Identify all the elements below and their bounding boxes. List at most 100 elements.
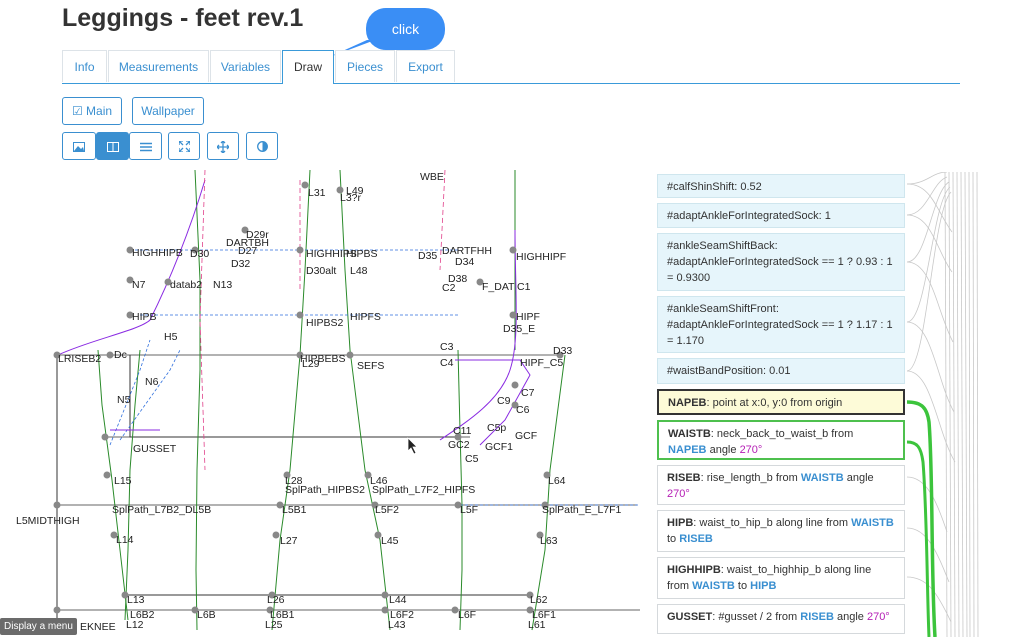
pattern-canvas[interactable]: L31 L49 L3?r WBE D29r DARTBH D30 HIGHHIP… <box>0 170 650 637</box>
list-view-button[interactable] <box>129 132 162 160</box>
canvas-label: L3?r <box>340 192 362 204</box>
fit-zoom-button[interactable] <box>168 132 200 160</box>
formula-ref-link[interactable]: HIPB <box>750 580 777 592</box>
pan-button[interactable] <box>207 132 239 160</box>
canvas-label: D38 <box>448 273 467 285</box>
formula-name: WAISTB <box>668 428 711 440</box>
formula-ref-link[interactable]: WAISTB <box>851 517 894 529</box>
contrast-button[interactable] <box>246 132 278 160</box>
formula-angle: 270° <box>739 444 763 456</box>
canvas-label: L14 <box>116 534 134 546</box>
canvas-label: L28 <box>285 475 303 487</box>
formula-card[interactable]: HIPB: waist_to_hip_b along line from WAI… <box>657 510 905 552</box>
canvas-label: D35_E <box>503 323 535 335</box>
canvas-label: L44 <box>389 594 407 606</box>
canvas-label: L25 <box>265 619 283 631</box>
formula-card-highlighted[interactable]: WAISTB: neck_back_to_waist_b from NAPEB … <box>657 420 905 460</box>
canvas-label: D30alt <box>306 265 336 277</box>
formula-text: angle <box>836 611 864 623</box>
formula-ref-link[interactable]: RISEB <box>679 533 713 545</box>
tab-measurements[interactable]: Measurements <box>108 50 209 82</box>
move-icon <box>216 140 230 154</box>
canvas-label: D30 <box>190 248 209 260</box>
formula-card[interactable]: #ankleSeamShiftFront: #adaptAnkleForInte… <box>657 296 905 353</box>
formula-card[interactable]: HIGHHIPB: waist_to_highhip_b along line … <box>657 557 905 599</box>
page-title: Leggings - feet rev.1 <box>62 4 304 32</box>
formula-text: to <box>667 533 677 545</box>
formula-card[interactable]: GUSSET: #gusset / 2 from RISEB angle 270… <box>657 604 905 634</box>
formula-card[interactable]: #ankleSeamShiftBack: #adaptAnkleForInteg… <box>657 233 905 291</box>
formula-text: : #adaptAnkleForIntegratedSock == 1 ? 1.… <box>667 303 893 347</box>
formula-name: HIGHHIPB <box>667 564 721 576</box>
canvas-label: L43 <box>388 619 406 631</box>
canvas-label: D27 <box>238 245 257 257</box>
canvas-label: C6 <box>516 404 530 416</box>
canvas-label: L12 <box>126 619 144 631</box>
formula-text: : #adaptAnkleForIntegratedSock == 1 ? 0.… <box>667 240 893 284</box>
formula-card[interactable]: #calfShinShift: 0.52 <box>657 174 905 198</box>
formula-ref-link[interactable]: RISEB <box>800 611 834 623</box>
formula-angle: 270° <box>667 488 690 500</box>
tab-info[interactable]: Info <box>62 50 107 82</box>
canvas-label: D29r <box>246 229 269 241</box>
canvas-label: C5p <box>487 422 506 434</box>
formula-card[interactable]: #adaptAnkleForIntegratedSock: 1 <box>657 203 905 228</box>
image-icon <box>73 141 85 152</box>
canvas-label: L46 <box>370 475 388 487</box>
contrast-icon <box>256 141 268 153</box>
formula-card[interactable]: #waistBandPosition: 0.01 <box>657 358 905 384</box>
canvas-label: L31 <box>308 187 326 199</box>
canvas-label: L6F1 <box>532 609 556 621</box>
formula-card-selected[interactable]: NAPEB: point at x:0, y:0 from origin <box>657 389 905 415</box>
formula-name: #calfShinShift <box>667 181 735 193</box>
canvas-label: L61 <box>528 619 546 631</box>
canvas-label: GUSSET <box>133 443 177 455</box>
formula-name: NAPEB <box>668 397 707 409</box>
canvas-label: HIGHHIPF <box>516 251 566 263</box>
canvas-label: C2 <box>442 282 456 294</box>
image-view-button[interactable] <box>62 132 96 160</box>
formula-text: : waist_to_hip_b along line from <box>693 517 848 529</box>
canvas-label: datab2 <box>170 279 202 291</box>
formula-text: : neck_back_to_waist_b from <box>710 428 854 440</box>
canvas-label: HIGHHIPS <box>306 248 357 260</box>
canvas-label: F_DAT <box>482 281 515 293</box>
tab-pieces[interactable]: Pieces <box>335 50 395 82</box>
main-toggle-button[interactable]: ☑ Main <box>62 97 122 125</box>
canvas-label: DARTBH <box>226 237 269 249</box>
canvas-label: N7 <box>132 279 146 291</box>
tab-export[interactable]: Export <box>396 50 455 82</box>
formula-name: #ankleSeamShiftBack <box>667 240 775 252</box>
dependency-graph <box>907 172 979 637</box>
canvas-label: C5 <box>465 453 479 465</box>
canvas-label: SEFS <box>357 360 384 372</box>
canvas-label: HIGHHIPB <box>132 247 183 259</box>
formula-text: angle <box>709 444 737 456</box>
canvas-label: L6F2 <box>390 609 414 621</box>
canvas-label: D34 <box>455 256 474 268</box>
canvas-label: N13 <box>213 279 232 291</box>
formula-ref-link[interactable]: WAISTB <box>692 580 735 592</box>
canvas-label: HIPBS <box>346 248 378 260</box>
canvas-label: SplPath_HIPBS2 <box>285 484 365 496</box>
canvas-label: L62 <box>530 594 548 606</box>
pattern-drawing[interactable]: L31 L49 L3?r WBE D29r DARTBH D30 HIGHHIP… <box>0 170 650 637</box>
tab-variables[interactable]: Variables <box>210 50 281 82</box>
canvas-label: HIPF <box>516 311 540 323</box>
canvas-label: Dc <box>114 349 127 361</box>
formula-ref-link[interactable]: NAPEB <box>668 444 707 456</box>
canvas-label: C9 <box>497 395 511 407</box>
formula-card[interactable]: RISEB: rise_length_b from WAISTB angle 2… <box>657 465 905 505</box>
formula-angle: 270° <box>866 611 890 623</box>
canvas-label: L49 <box>346 185 364 197</box>
canvas-label: GCF1 <box>485 441 513 453</box>
wallpaper-button[interactable]: Wallpaper <box>132 97 204 125</box>
canvas-label: DARTFHH <box>442 245 492 257</box>
split-view-icon <box>106 141 119 152</box>
tab-draw[interactable]: Draw <box>282 50 334 84</box>
canvas-label: C11 <box>453 425 472 437</box>
formula-name: #adaptAnkleForIntegratedSock <box>667 210 819 222</box>
formula-name: RISEB <box>667 472 701 484</box>
formula-ref-link[interactable]: WAISTB <box>800 472 844 484</box>
split-view-button[interactable] <box>96 132 129 160</box>
